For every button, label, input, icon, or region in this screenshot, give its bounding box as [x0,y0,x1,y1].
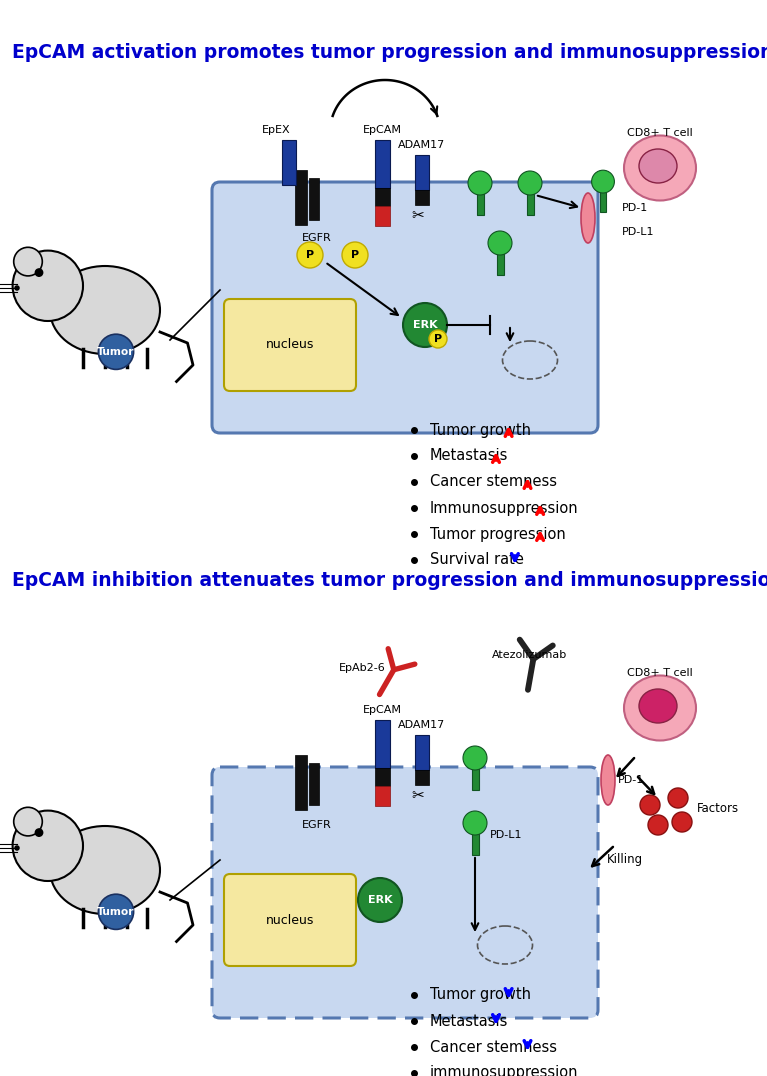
Text: ADAM17: ADAM17 [398,140,446,150]
Circle shape [14,247,42,275]
Circle shape [98,335,133,369]
Bar [282,140,296,185]
Ellipse shape [50,266,160,354]
Bar [476,193,483,215]
Text: ✂: ✂ [412,209,424,224]
Text: CD8+ T cell: CD8+ T cell [627,668,693,678]
Bar [526,193,534,215]
Bar [375,140,390,188]
Circle shape [98,894,133,930]
Bar [375,785,390,806]
Text: EpCAM inhibition attenuates tumor progression and immunosuppression: EpCAM inhibition attenuates tumor progre… [12,570,767,590]
Text: Tumor growth: Tumor growth [430,423,531,438]
Bar [496,253,503,275]
Bar [472,833,479,855]
Text: P: P [434,334,442,344]
Ellipse shape [639,148,677,183]
Circle shape [591,170,614,193]
Circle shape [35,268,44,277]
Text: EpEX: EpEX [262,125,291,134]
Circle shape [15,285,20,291]
Bar [375,206,390,226]
Bar [375,720,390,768]
Text: PD-L1: PD-L1 [622,227,654,237]
Text: ERK: ERK [367,895,392,905]
Circle shape [342,242,368,268]
Text: P: P [306,250,314,260]
Text: Killing: Killing [607,853,643,866]
Text: ✂: ✂ [412,789,424,804]
Bar [295,755,307,810]
FancyBboxPatch shape [212,767,598,1018]
Bar [295,170,307,225]
Circle shape [358,878,402,922]
Bar [415,190,429,206]
Bar [415,155,429,190]
Bar [375,188,390,206]
Text: nucleus: nucleus [266,339,314,352]
Circle shape [640,795,660,815]
FancyBboxPatch shape [212,182,598,433]
Text: ERK: ERK [413,320,437,330]
Bar [600,192,607,212]
Text: ADAM17: ADAM17 [398,720,446,730]
Circle shape [648,815,668,835]
Text: nucleus: nucleus [266,914,314,926]
Bar [309,763,319,805]
Text: EpAb2-6: EpAb2-6 [338,663,385,672]
Text: EGFR: EGFR [302,820,332,830]
Circle shape [468,171,492,195]
Circle shape [668,788,688,808]
Text: PD-L1: PD-L1 [490,830,522,840]
Text: Immunosuppression: Immunosuppression [430,500,578,515]
FancyBboxPatch shape [224,299,356,391]
Text: Tumor growth: Tumor growth [430,988,531,1003]
Ellipse shape [624,676,696,740]
Circle shape [297,242,323,268]
Ellipse shape [50,826,160,914]
Circle shape [12,810,83,881]
Ellipse shape [639,689,677,723]
Text: Tumor: Tumor [97,907,135,917]
Ellipse shape [581,193,595,243]
Bar [309,178,319,220]
FancyBboxPatch shape [224,874,356,966]
Text: EpCAM: EpCAM [363,705,401,714]
Text: EpCAM activation promotes tumor progression and immunosuppression: EpCAM activation promotes tumor progress… [12,42,767,61]
Text: immunosuppression: immunosuppression [430,1065,578,1076]
Circle shape [429,330,447,348]
Text: Atezolizumab: Atezolizumab [492,650,568,660]
Circle shape [463,811,487,835]
Circle shape [488,231,512,255]
Ellipse shape [624,136,696,200]
Bar [415,735,429,770]
Text: Tumor progression: Tumor progression [430,526,566,541]
Text: P: P [351,250,359,260]
Text: CD8+ T cell: CD8+ T cell [627,128,693,138]
Text: PD-1: PD-1 [622,203,648,213]
Text: Survival rate: Survival rate [430,552,524,567]
Bar [375,768,390,785]
Circle shape [15,846,20,851]
Text: Metastasis: Metastasis [430,449,509,464]
Bar [472,768,479,790]
Text: Cancer stemness: Cancer stemness [430,1039,557,1054]
Circle shape [463,746,487,770]
Text: Metastasis: Metastasis [430,1014,509,1029]
Text: EpCAM: EpCAM [363,125,401,134]
Text: Factors: Factors [697,802,739,815]
Text: Tumor: Tumor [97,346,135,357]
Circle shape [35,829,44,837]
Circle shape [12,251,83,321]
Circle shape [672,812,692,832]
Circle shape [14,807,42,836]
Text: Cancer stemness: Cancer stemness [430,475,557,490]
Bar [415,770,429,785]
Text: PD-1: PD-1 [618,775,644,785]
Circle shape [518,171,542,195]
Ellipse shape [601,755,615,805]
Circle shape [403,303,447,346]
Text: EGFR: EGFR [302,233,332,243]
